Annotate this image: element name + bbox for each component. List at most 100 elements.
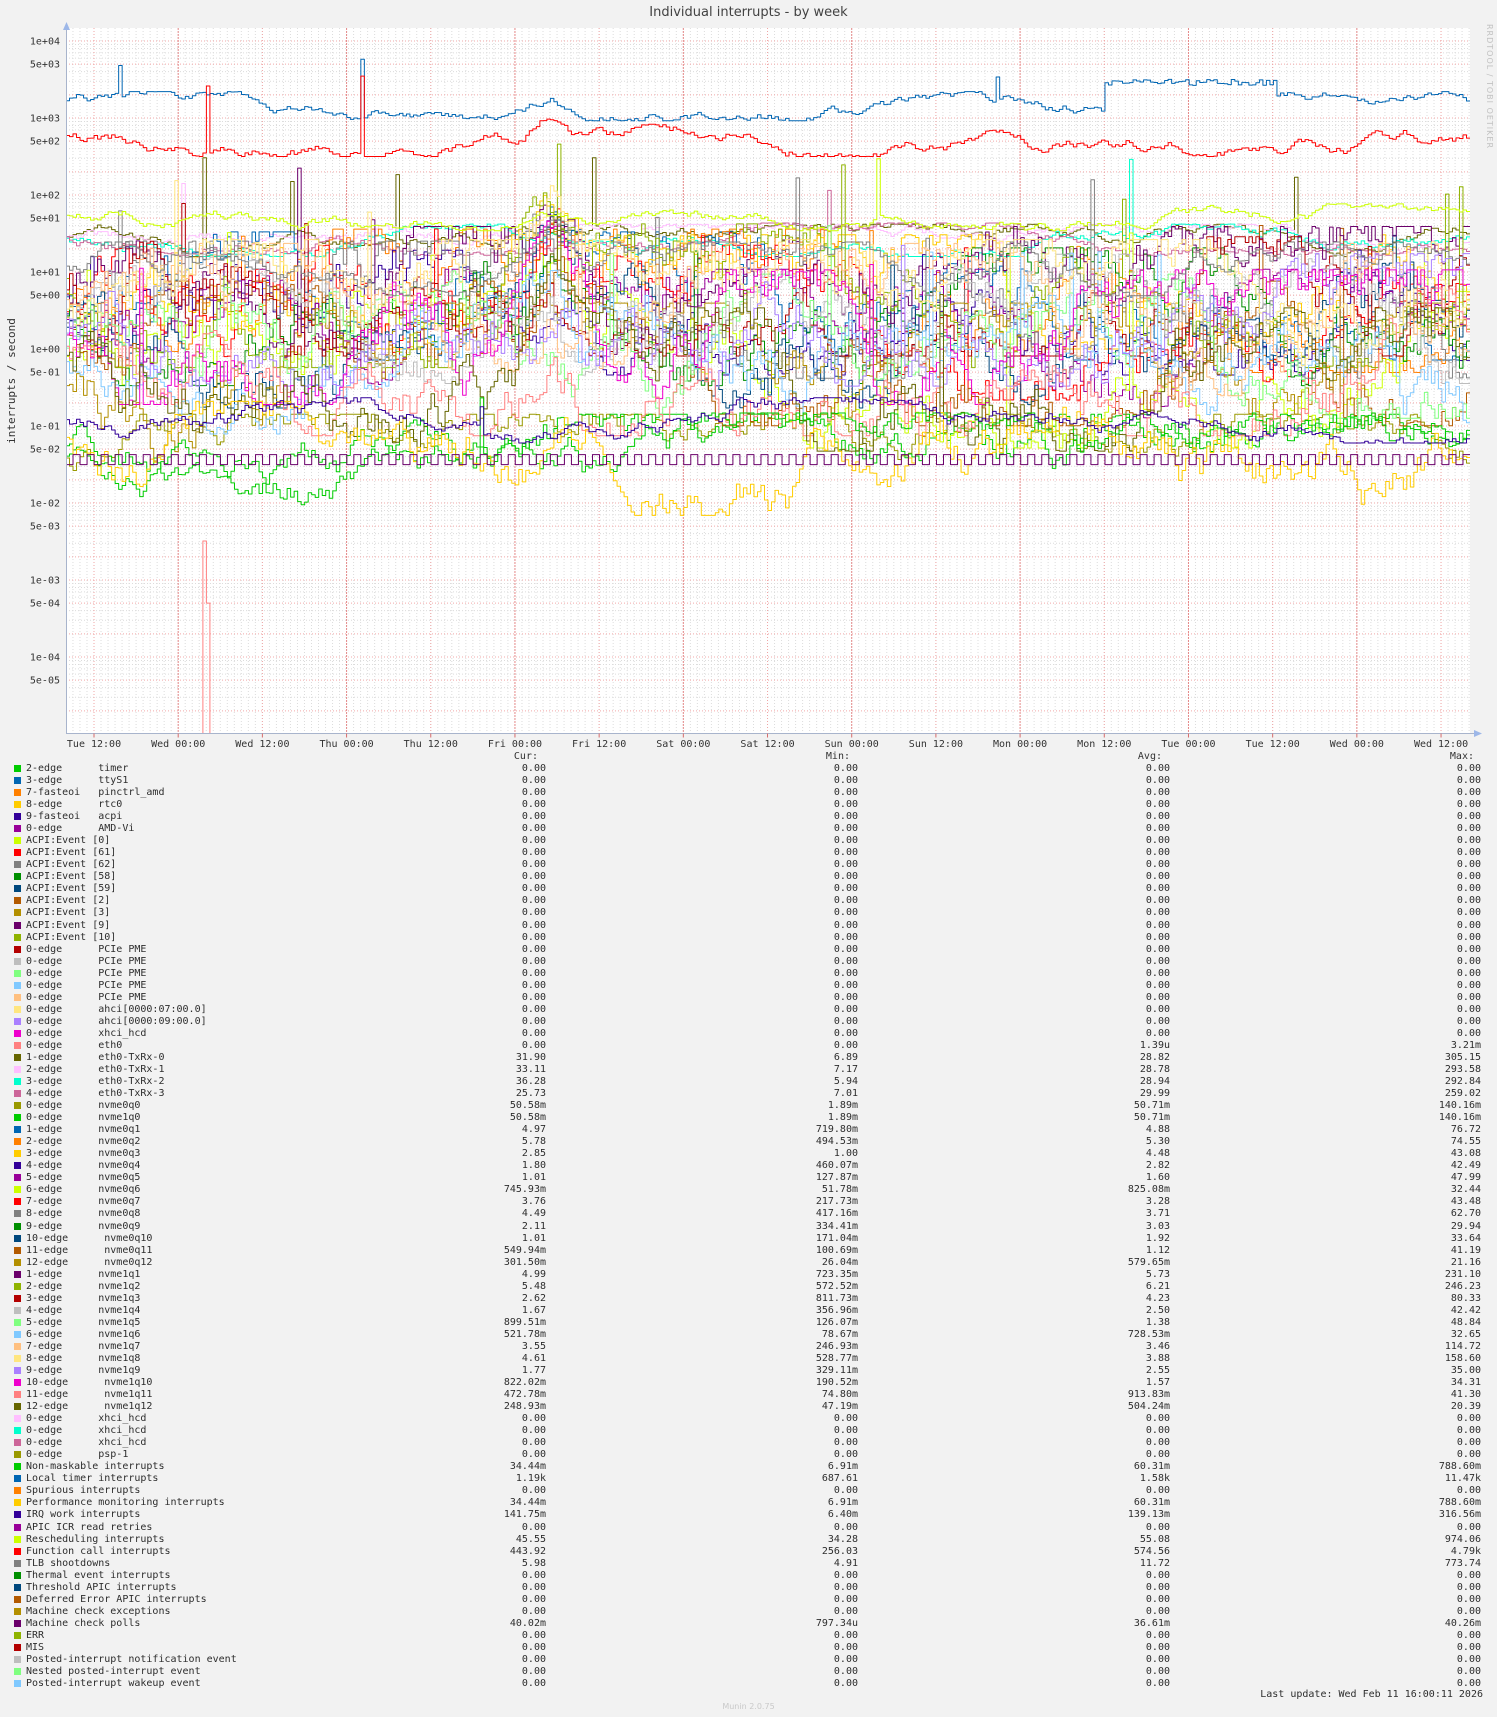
series-color-swatch [14, 1535, 21, 1543]
legend-row: Machine check exceptions 0.00 0.00 0.00 0.00 [0, 1606, 1497, 1618]
legend-row: 3-edge ttyS1 0.00 0.00 0.00 0.00 [0, 775, 1497, 787]
series-label: 4-edge nvme0q4 [26, 1160, 141, 1172]
legend-col-min: Min: [825, 751, 850, 762]
series-color-swatch [14, 1017, 21, 1025]
series-min: 217.73m [815, 1196, 858, 1208]
series-max: 0.00 [1456, 859, 1481, 871]
series-label: Machine check polls [26, 1617, 141, 1629]
series-min: 0.00 [833, 1653, 858, 1665]
series-min: 0.00 [833, 1449, 858, 1461]
series-min: 78.67m [821, 1328, 858, 1340]
series-min: 0.00 [833, 883, 858, 895]
series-cur: 1.01 [521, 1172, 546, 1184]
series-min: 687.61 [821, 1473, 858, 1485]
series-avg: 5.30 [1145, 1136, 1170, 1148]
series-cur: 0.00 [521, 1449, 546, 1461]
series-avg: 1.39u [1139, 1039, 1170, 1051]
series-color-swatch [14, 909, 21, 917]
series-label: 7-fasteoi pinctrl_amd [26, 787, 165, 799]
series-label: APIC ICR read retries [26, 1521, 153, 1533]
series-avg: 2.55 [1145, 1365, 1170, 1376]
series-label: 2-edge eth0-TxRx-1 [26, 1064, 165, 1075]
y-tick-label: 5e+03 [30, 60, 60, 71]
series-cur: 0.00 [521, 835, 546, 847]
series-max: 43.48 [1450, 1196, 1481, 1208]
series-label: ACPI:Event [10] [26, 931, 117, 943]
series-cur: 0.00 [521, 1581, 546, 1593]
series-min: 0.00 [833, 991, 858, 1003]
series-cur: 1.77 [521, 1365, 546, 1376]
series-color-swatch [14, 1066, 21, 1073]
series-color-swatch [14, 981, 21, 989]
x-tick-label: Fri 12:00 [572, 739, 626, 750]
legend-row: 5-edge nvme1q5 899.51m 126.07m 1.38 48.84 [0, 1317, 1497, 1329]
series-label: Rescheduling interrupts [26, 1533, 165, 1545]
legend-row: 2-edge timer 0.00 0.00 0.00 0.00 [0, 763, 1497, 775]
series-avg: 0.00 [1145, 979, 1170, 991]
series-max: 0.00 [1456, 1653, 1481, 1665]
series-min: 0.00 [833, 871, 858, 883]
legend-row: 7-fasteoi pinctrl_amd 0.00 0.00 0.00 0.00 [0, 787, 1497, 799]
series-label: 8-edge nvme1q8 [26, 1352, 141, 1364]
series-label: 2-edge nvme1q2 [26, 1280, 141, 1292]
series-color-swatch [14, 1126, 21, 1134]
series-avg: 28.78 [1139, 1064, 1170, 1075]
series-avg: 0.00 [1145, 847, 1170, 859]
legend-row: 7-edge nvme0q7 3.76 217.73m 3.28 43.48 [0, 1196, 1497, 1208]
series-cur: 0.00 [521, 763, 546, 774]
series-color-swatch [14, 1270, 21, 1278]
series-label: 1-edge nvme0q1 [26, 1124, 141, 1136]
series-min: 0.00 [833, 1027, 858, 1039]
series-max: 0.00 [1456, 955, 1481, 967]
series-color-swatch [14, 837, 21, 845]
series-label: 11-edge nvme0q11 [26, 1244, 153, 1256]
series-label: Non-maskable interrupts [26, 1461, 165, 1473]
series-max: 34.31 [1450, 1377, 1481, 1389]
series-min: 460.07m [815, 1160, 858, 1172]
series-avg: 0.00 [1145, 1605, 1170, 1617]
series-cur: 0.00 [521, 1015, 546, 1027]
series-max: 0.00 [1456, 1015, 1481, 1027]
series-min: 0.00 [833, 1485, 858, 1497]
legend-row: 2-edge eth0-TxRx-1 33.11 7.17 28.78 293.58 [0, 1064, 1497, 1076]
series-color-swatch [14, 885, 21, 893]
series-color-swatch [14, 765, 21, 772]
series-max: 0.00 [1456, 775, 1481, 787]
series-color-swatch [14, 1258, 21, 1266]
x-tick-label: Wed 00:00 [1330, 739, 1384, 750]
series-label: 0-edge xhci_hcd [26, 1027, 147, 1039]
legend-row: Nested posted-interrupt event 0.00 0.00 0.0… [0, 1666, 1497, 1678]
series-min: 0.00 [833, 1569, 858, 1581]
series-min: 0.00 [833, 931, 858, 943]
series-avg: 36.61m [1133, 1617, 1170, 1629]
series-cur: 4.97 [521, 1124, 546, 1136]
series-min: 6.89 [833, 1051, 858, 1063]
legend-row: 0-edge nvme0q0 50.58m 1.89m 50.71m 140.16m [0, 1100, 1497, 1112]
series-max: 231.10 [1444, 1268, 1481, 1280]
series-max: 43.08 [1450, 1148, 1481, 1160]
series-avg: 0.00 [1145, 1629, 1170, 1641]
series-cur: 0.00 [521, 859, 546, 871]
series-label: Posted-interrupt wakeup event [26, 1678, 201, 1690]
series-label: 0-edge eth0 [26, 1039, 123, 1051]
series-label: Nested posted-interrupt event [26, 1666, 201, 1677]
y-tick-label: 1e+00 [30, 345, 60, 356]
series-cur: 2.62 [521, 1292, 546, 1304]
series-line [66, 253, 1470, 384]
legend-row: 1-edge nvme0q1 4.97 719.80m 4.88 76.72 [0, 1124, 1497, 1136]
series-label: 1-edge eth0-TxRx-0 [26, 1051, 165, 1063]
legend-row: 2-edge nvme1q2 5.48 572.52m 6.21 246.23 [0, 1281, 1497, 1293]
series-avg: 50.71m [1133, 1112, 1170, 1124]
series-cur: 5.78 [521, 1136, 546, 1148]
series-color-swatch [14, 861, 21, 869]
series-cur: 0.00 [521, 943, 546, 955]
series-label: 5-edge nvme1q5 [26, 1316, 141, 1328]
series-max: 21.16 [1450, 1256, 1481, 1268]
series-avg: 0.00 [1145, 1413, 1170, 1425]
series-max: 0.00 [1456, 835, 1481, 847]
series-min: 719.80m [815, 1124, 858, 1136]
series-label: ACPI:Event [58] [26, 871, 117, 883]
series-color-swatch [14, 945, 21, 953]
series-min: 494.53m [815, 1136, 858, 1148]
series-max: 0.00 [1456, 871, 1481, 883]
